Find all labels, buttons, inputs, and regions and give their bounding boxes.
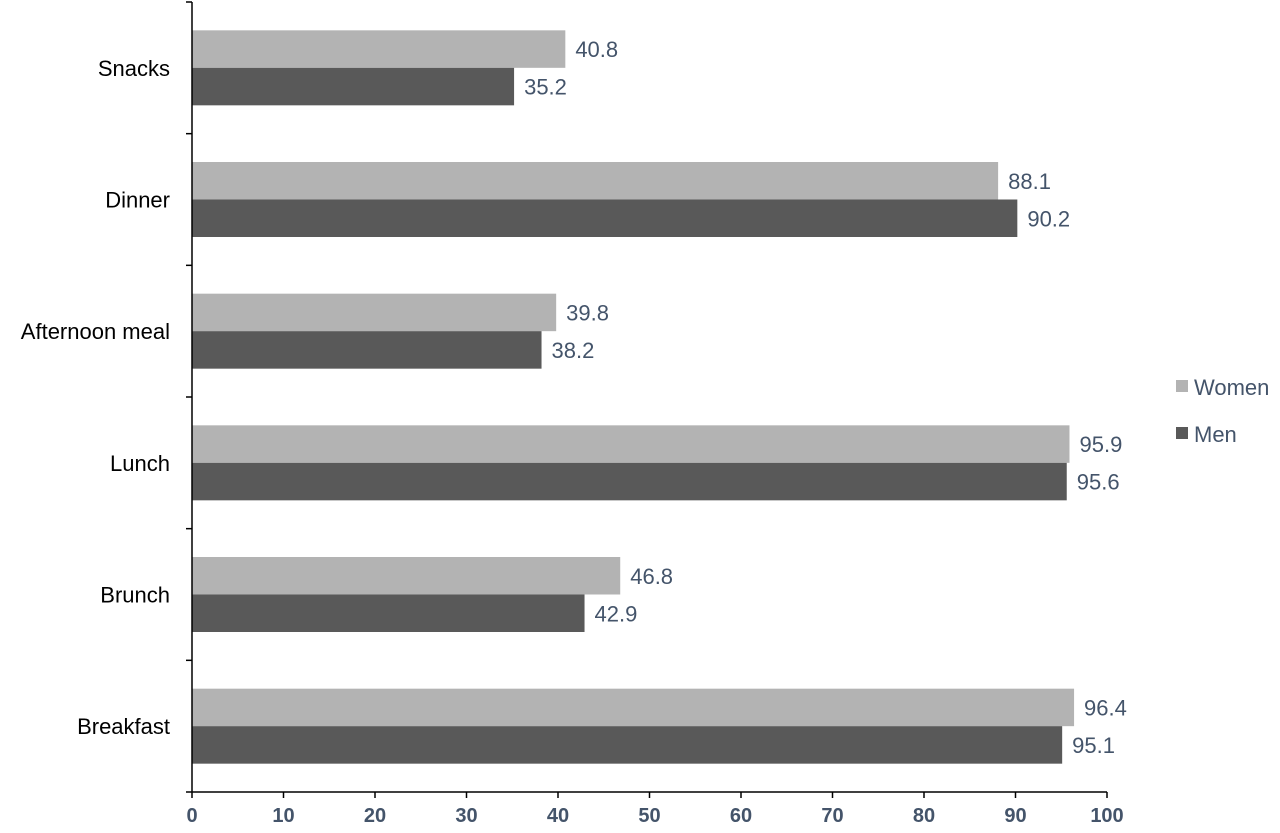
bar-men-brunch <box>192 594 585 632</box>
legend-swatch-men <box>1176 427 1188 439</box>
x-tick-label-70: 70 <box>821 805 843 827</box>
category-label-breakfast: Breakfast <box>77 714 170 739</box>
category-label-snacks: Snacks <box>98 56 170 81</box>
data-label-men-dinner: 90.2 <box>1027 206 1070 231</box>
bar-men-snacks <box>192 67 515 106</box>
bars-group <box>192 30 1075 764</box>
bar-women-snacks <box>192 30 566 68</box>
legend-label-men: Men <box>1194 422 1237 447</box>
bar-men-lunch <box>192 462 1067 501</box>
data-label-women-afternoon-meal: 39.8 <box>566 300 609 325</box>
x-axis-ticks: 0 10 20 30 40 50 60 70 80 90 100 <box>186 792 1124 827</box>
data-label-men-brunch: 42.9 <box>595 601 638 626</box>
x-tick-label-0: 0 <box>186 805 197 827</box>
axes <box>186 1 1107 793</box>
data-label-women-breakfast: 96.4 <box>1084 695 1127 720</box>
data-label-men-lunch: 95.6 <box>1077 470 1120 495</box>
data-label-women-dinner: 88.1 <box>1008 169 1051 194</box>
x-tick-label-40: 40 <box>547 805 569 827</box>
bar-women-dinner <box>192 162 999 200</box>
legend: Women Men <box>1176 375 1269 447</box>
data-labels: 96.4 95.1 46.8 42.9 95.9 95.6 39.8 38.2 88.1 90.2… <box>524 37 1127 758</box>
category-label-lunch: Lunch <box>110 451 170 476</box>
x-tick-label-100: 100 <box>1090 805 1123 827</box>
data-label-women-snacks: 40.8 <box>575 37 618 62</box>
x-tick-label-60: 60 <box>730 805 752 827</box>
bar-women-afternoon-meal <box>192 293 557 332</box>
category-label-afternoon-meal: Afternoon meal <box>21 319 170 344</box>
x-tick-label-90: 90 <box>1004 805 1026 827</box>
bar-women-breakfast <box>192 688 1075 727</box>
data-label-men-breakfast: 95.1 <box>1072 733 1115 758</box>
category-labels: Breakfast Brunch Lunch Afternoon meal Dinner… <box>21 56 170 739</box>
data-label-men-afternoon-meal: 38.2 <box>552 338 595 363</box>
x-tick-label-80: 80 <box>913 805 935 827</box>
x-tick-label-50: 50 <box>638 805 660 827</box>
bar-men-afternoon-meal <box>192 331 542 369</box>
category-label-brunch: Brunch <box>100 583 170 608</box>
x-tick-label-30: 30 <box>455 805 477 827</box>
legend-swatch-women <box>1176 380 1188 392</box>
category-label-dinner: Dinner <box>105 188 170 213</box>
bar-women-brunch <box>192 557 621 595</box>
x-tick-label-20: 20 <box>364 805 386 827</box>
legend-label-women: Women <box>1194 375 1269 400</box>
data-label-women-brunch: 46.8 <box>630 564 673 589</box>
data-label-women-lunch: 95.9 <box>1079 432 1122 457</box>
bar-men-dinner <box>192 199 1018 237</box>
bar-women-lunch <box>192 425 1070 463</box>
x-tick-label-10: 10 <box>272 805 294 827</box>
data-label-men-snacks: 35.2 <box>524 75 567 100</box>
bar-men-breakfast <box>192 726 1063 764</box>
